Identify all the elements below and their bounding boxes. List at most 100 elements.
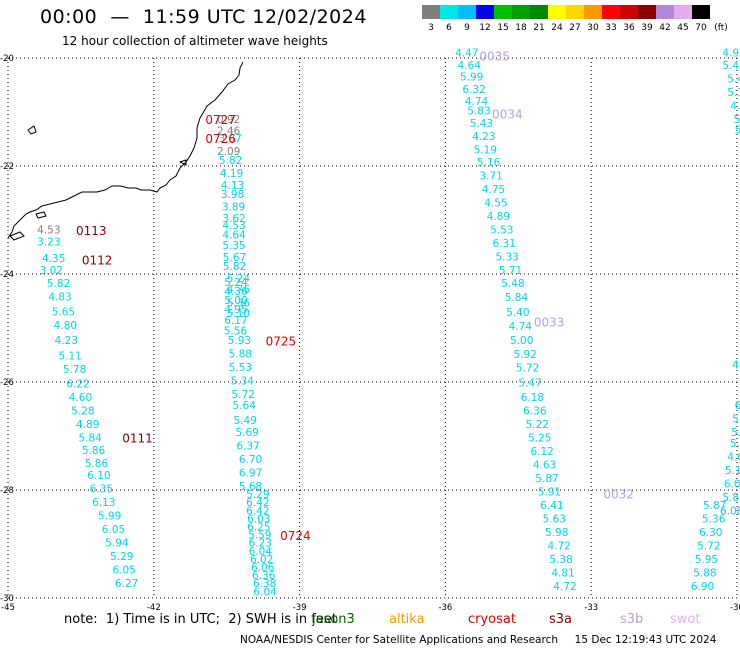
wave-height-value: 6.35 — [90, 484, 113, 496]
wave-height-value: 6.36 — [252, 570, 276, 582]
pass-id-label: 0113 — [76, 224, 107, 238]
mission-jason3: jason3 — [312, 612, 355, 627]
wave-height-value: 5.82 — [223, 261, 246, 273]
wave-height-value: 4.23 — [472, 131, 495, 143]
page-subtitle: 12 hour collection of altimeter wave hei… — [62, 34, 328, 48]
wave-height-value: 5.16 — [477, 157, 501, 169]
wave-height-value: 5.33 — [495, 252, 518, 264]
wave-height-value: 4.64 — [458, 60, 482, 72]
wave-height-value: 4.89 — [487, 211, 510, 223]
wave-height-value: 6.08 — [720, 505, 740, 517]
lon-tick-label: -33 — [584, 603, 598, 613]
legend-label: 70 — [695, 23, 707, 33]
wave-height-value: 5.94 — [105, 538, 129, 550]
wave-height-value: 4.81 — [551, 567, 574, 579]
wave-height-value: 4 — [732, 360, 739, 372]
wave-height-value: 5.72 — [697, 540, 720, 552]
lon-tick-label: -36 — [438, 603, 452, 613]
wave-height-value: 6.22 — [66, 378, 89, 390]
wave-height-value: 5.28 — [71, 405, 94, 417]
lon-tick-label: -30 — [730, 603, 740, 613]
wave-height-value: 6.31 — [493, 238, 516, 250]
pass-id-label: 0033 — [534, 316, 565, 330]
brazil-coastline — [7, 61, 244, 239]
wave-height-value: 5.63 — [543, 513, 566, 525]
wave-height-value: 6.04 — [249, 546, 273, 558]
wave-height-value: 4.64 — [222, 229, 246, 241]
legend-label: 36 — [623, 23, 635, 33]
wave-height-value: 5.47 — [518, 377, 541, 389]
wave-height-value: 6.38 — [253, 578, 276, 590]
island-small-b — [178, 159, 187, 166]
wave-height-value: 5.99 — [460, 72, 483, 84]
legend-swatch — [548, 5, 566, 19]
wave-height-value: 4.55 — [484, 198, 507, 210]
wave-height-value: 6.04 — [253, 586, 277, 598]
wave-height-value: 6.06 — [251, 562, 275, 574]
wave-height-value: 5.65 — [52, 307, 75, 319]
wave-height-value: 5.68 — [239, 481, 262, 493]
wave-height-value: 5.64 — [233, 400, 257, 412]
wave-height-value: 4.47 — [455, 47, 478, 59]
legend-swatch — [494, 5, 512, 19]
wave-height-value: 6.05 — [102, 524, 125, 536]
legend-swatch — [674, 5, 692, 19]
pass-id-label: 0725 — [266, 335, 297, 349]
wave-height-value: 5.99 — [98, 511, 121, 523]
wave-height-value: 6.41 — [540, 500, 563, 512]
wave-height-value: 6.32 — [462, 84, 485, 96]
wave-height-value: 3.71 — [479, 171, 502, 183]
pass-id-label: 0032 — [603, 487, 634, 501]
wave-height-value: 5.36 — [702, 513, 726, 525]
legend-label: 45 — [677, 23, 689, 33]
wave-height-value: 5.36 — [227, 297, 251, 309]
wave-height-value: 5.25 — [528, 432, 551, 444]
wave-height-value: 6.97 — [239, 468, 262, 480]
wave-height-value: 6.03 — [247, 513, 270, 525]
lat-tick-label: -30 — [0, 594, 14, 604]
altimeter-tracks: 0.922.463.372.095.824.194.133.983.893.62… — [37, 47, 740, 598]
wave-height-value: 4.36 — [224, 286, 248, 298]
wave-height-value: 6.18 — [521, 392, 544, 404]
wave-height-value: 5.83 — [722, 492, 740, 504]
wave-height-value: 5.67 — [223, 252, 246, 264]
wave-height-value: 5.00 — [510, 335, 533, 347]
wave-height-value: 4.53 — [222, 220, 245, 232]
legend-label: 9 — [464, 23, 470, 33]
wave-height-value: 5.3 — [731, 427, 740, 439]
wave-height-value: 2.46 — [217, 126, 241, 138]
wave-height-value: 4.88 — [730, 100, 740, 112]
wave-height-value: 5.86 — [82, 445, 106, 457]
wave-height-value: 5.47 — [727, 73, 740, 85]
wave-height-value: 6.05 — [112, 565, 135, 577]
wave-height-value: 6. — [735, 400, 740, 412]
lat-tick-label: -26 — [0, 378, 14, 388]
wave-height-value: 5.88 — [229, 349, 252, 361]
lat-tick-label: -24 — [0, 270, 14, 280]
wave-height-value: 6.12 — [530, 446, 553, 458]
pass-id-label: 0726 — [205, 132, 236, 146]
island-small-c — [9, 231, 25, 241]
wave-height-value: 4.89 — [76, 419, 99, 431]
wave-height-value: 5.41 — [735, 125, 740, 137]
credit-line: NOAA/NESDIS Center for Satellite Applica… — [240, 634, 717, 646]
wave-height-value: 3.37 — [218, 133, 241, 145]
island-small-d — [35, 211, 47, 219]
pass-id-label: 0111 — [122, 432, 153, 446]
track-cryosat-0724-0725: 5.244.765.365.105.296.426.426.036.255.59… — [227, 273, 277, 598]
wave-height-value: 4.13 — [221, 180, 244, 192]
wave-height-value: 5.93 — [228, 335, 251, 347]
legend-swatch — [440, 5, 458, 19]
wave-height-value: 5.00 — [224, 295, 247, 307]
track-jason-0111-0113: 4.533.23 4.353.025.824.83 5.654.80 4.23 5.11… — [37, 225, 138, 591]
wave-height-value: 5.41 — [722, 60, 740, 72]
legend-label: 12 — [479, 23, 491, 33]
legend-swatch — [638, 5, 656, 19]
mission-swot: swot — [670, 612, 701, 627]
wave-height-value: 6.70 — [239, 454, 262, 466]
wave-height-value: 4.35 — [42, 253, 65, 265]
wave-height-value: 4.95 — [224, 304, 247, 316]
wave-height-value: 3.89 — [222, 201, 245, 213]
wave-height-value: 6.01 — [724, 478, 740, 490]
wave-height-value: 6.02 — [250, 554, 273, 566]
